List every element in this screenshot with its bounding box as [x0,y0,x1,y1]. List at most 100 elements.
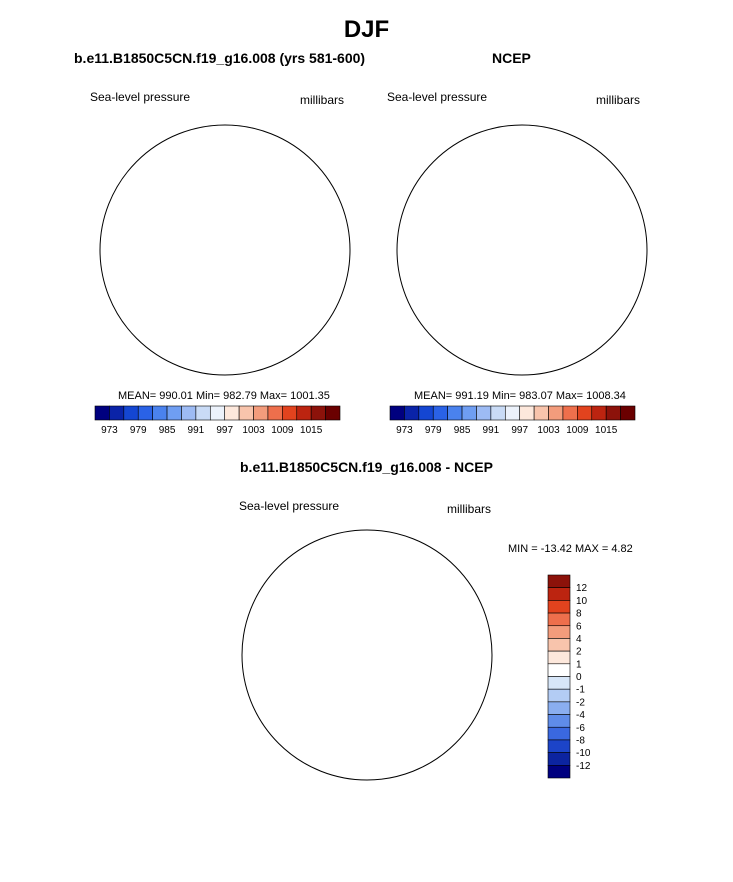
shelf-band [170,194,301,311]
diff-region-nw [250,562,356,625]
colorbar-swatch [94,405,110,421]
pole-mask [514,242,531,259]
colorbar-swatch [547,765,571,779]
colorbar-tick-label: 997 [511,425,528,436]
colorbar-swatch [418,405,434,421]
diff-positive-south [388,701,441,727]
colorbar-swatch [547,625,571,639]
colorbar-swatch [547,600,571,614]
diff-negative-2 [362,606,419,682]
diff-negative-3 [372,617,404,668]
outer-ring-fill [384,112,659,387]
colorbar-swatch [476,405,492,421]
interior-band [483,197,600,303]
trough-core-west [431,239,464,318]
midlat-band [119,144,331,356]
colorbar-tick-label: 8 [576,609,582,620]
subtropic-band [111,136,340,365]
antarctic-peninsula [104,224,161,242]
colorbar-swatch [504,405,521,421]
colorbar-tick-label: 979 [425,425,442,436]
colorbar-swatch [547,612,571,627]
diff-region-s [293,738,399,757]
diff-negative-4 [381,628,397,660]
panel2-title: NCEP [492,50,531,66]
panel1-title: b.e11.B1850C5CN.f19_g16.008 (yrs 581-600… [74,50,366,66]
colorbar-swatch [224,405,240,421]
colorbar-swatch [548,405,564,421]
colorbar-tick-label: 973 [396,425,413,436]
colorbar-swatch [547,574,571,588]
high-band-1 [498,201,593,294]
panel2-left-label: Sea-level pressure [387,90,488,104]
colorbar-swatch [267,405,283,421]
trough-band-outer [126,157,323,348]
antarctic-peninsula [401,224,458,242]
colorbar-tick-label: -6 [576,723,585,734]
colorbar-swatch [282,405,298,421]
colorbar-tick-label: -1 [576,685,585,696]
map-border [241,529,493,781]
antarctic-peninsula [246,629,303,647]
colorbar-swatch [447,405,463,421]
colorbar-swatch [547,650,571,665]
colorbar-tick-label: 997 [216,425,233,436]
map-border [396,124,648,376]
colorbar-swatch [137,405,153,421]
colorbar-tick-label: -8 [576,735,585,746]
shelf-band [467,194,598,311]
diff-negative-1 [355,594,435,698]
coastal-band [451,184,604,315]
colorbar-swatch [238,405,254,421]
colorbar-1: 973 979 985 991 997 1003 1009 1015 [94,405,341,436]
colorbar-swatch [519,405,535,421]
colorbar-tick-label: 2 [576,647,582,658]
colorbar-swatch [547,676,571,690]
colorbar-tick-label: 1003 [537,425,560,436]
colorbar-swatch [547,739,571,753]
colorbar-tick-label: 10 [576,596,588,607]
colorbar-swatch [461,405,477,421]
colorbar-tick-label: 991 [188,425,205,436]
colorbar-swatch [166,405,182,421]
colorbar-swatch [195,405,211,421]
panel3-title: b.e11.B1850C5CN.f19_g16.008 - NCEP [240,459,493,475]
colorbar-swatch [577,405,593,421]
high-band-3 [526,212,573,271]
colorbar-swatch [547,714,571,728]
colorbar-swatch [325,405,341,421]
antarctica-coastline [159,188,317,327]
high-band-2 [510,206,584,287]
colorbar-swatch [605,405,621,421]
colorbar-tick-label: -2 [576,697,585,708]
trough-band [434,167,616,332]
colorbar-swatch [209,405,226,421]
panel2-units-label: millibars [596,93,641,107]
midlat-band [416,144,628,356]
outer-ring-fill [325,375,363,388]
colorbar-tick-label: -12 [576,761,591,772]
colorbar-swatch [404,405,420,421]
panel1-stats: MEAN= 990.01 Min= 982.79 Max= 1001.35 [118,390,330,402]
trough-core-north [480,152,602,187]
pole-mask [359,647,376,664]
trough-band-outer [423,157,620,348]
high-pressure-core [229,242,264,287]
colorbar-tick-label: 6 [576,621,582,632]
interior-band [181,208,291,303]
colorbar-tick-label: 979 [130,425,147,436]
colorbar-tick-label: 1003 [242,425,265,436]
colorbar-tick-label: 1009 [271,425,294,436]
high-pressure-cell [198,223,282,307]
colorbar-swatch [547,663,571,677]
colorbar-swatch [547,752,571,766]
coastal-band [154,184,307,315]
panel3-units-label: millibars [447,502,492,516]
colorbar-tick-label: -4 [576,710,585,721]
diff-background [229,517,504,792]
colorbar-swatch [620,405,636,421]
map-border [99,124,351,376]
colorbar-swatch [533,405,549,421]
colorbar-tick-label: -10 [576,748,591,759]
colorbar-tick-label: 1015 [595,425,618,436]
